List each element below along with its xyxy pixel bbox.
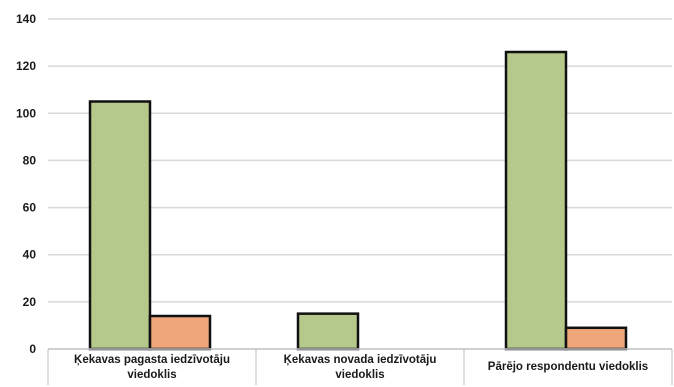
y-tick-label: 120 xyxy=(16,59,36,73)
axes xyxy=(47,348,673,385)
x-category-label: Ķekavas pagasta iedzīvotāju viedoklis xyxy=(74,354,230,381)
bar-series1-cat3 xyxy=(504,50,568,351)
bar-series1-cat1 xyxy=(88,100,152,351)
y-tick-label: 100 xyxy=(16,106,36,120)
y-tick-label: 0 xyxy=(29,342,36,356)
bar-series1-cat2 xyxy=(296,312,360,351)
bar-series2-cat1 xyxy=(148,314,212,351)
x-category-label: Ķekavas novada iedzīvotāju viedoklis xyxy=(283,354,437,381)
y-tick-label: 20 xyxy=(23,295,37,309)
y-tick-label: 140 xyxy=(16,12,36,26)
bars xyxy=(88,50,628,351)
bar-series2-cat3 xyxy=(564,326,628,351)
y-axis-tick-labels: 0 20 40 60 80 100 120 140 xyxy=(16,12,36,356)
y-tick-label: 60 xyxy=(23,201,37,215)
y-tick-label: 80 xyxy=(23,153,37,167)
gridlines xyxy=(48,18,672,303)
x-category-label: Pārējo respondentu viedoklis xyxy=(487,361,649,373)
y-tick-label: 40 xyxy=(23,248,37,262)
